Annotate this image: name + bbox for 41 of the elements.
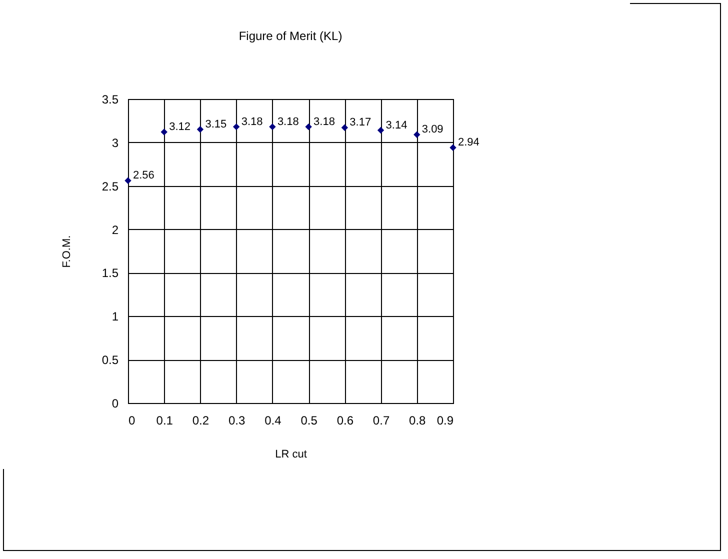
y-tick-label: 3.5 xyxy=(102,92,119,106)
data-label: 3.18 xyxy=(241,116,263,128)
x-tick-label: 0.3 xyxy=(228,414,246,428)
y-tick-label: 1 xyxy=(112,310,119,324)
data-label: 3.15 xyxy=(205,118,227,130)
point xyxy=(450,144,456,151)
point xyxy=(232,123,240,130)
x-tick-label: 0.6 xyxy=(336,414,354,428)
y-tick-label: 1.5 xyxy=(102,266,119,280)
x-tick-label: 0.8 xyxy=(409,414,426,428)
y-axis-title: F.O.M. xyxy=(60,235,73,268)
y-tick-label: 3 xyxy=(112,136,119,150)
x-tick-label: 0.4 xyxy=(264,414,282,428)
point xyxy=(196,126,204,133)
x-tick-label: 0.7 xyxy=(372,414,390,428)
point xyxy=(414,131,420,138)
x-tick-label: 0.5 xyxy=(300,414,318,428)
x-tick-label: 0.2 xyxy=(192,414,210,428)
y-tick-label: 0.5 xyxy=(102,353,119,368)
data-label: 3.14 xyxy=(386,119,408,132)
data-label: 2.56 xyxy=(133,170,154,182)
y-tick-label: 2 xyxy=(112,222,119,237)
x-axis-title: LR cut xyxy=(275,448,307,460)
x-tick-label: 0 xyxy=(128,414,136,428)
point xyxy=(341,124,348,132)
point xyxy=(305,123,312,130)
data-label: 2.94 xyxy=(458,136,480,149)
point xyxy=(377,126,384,134)
y-tick-label: 2.5 xyxy=(102,179,119,194)
data-label: 3.18 xyxy=(314,116,335,128)
data-label: 3.12 xyxy=(169,121,191,134)
data-label: 3.09 xyxy=(422,124,444,136)
x-tick-label: 0.1 xyxy=(156,414,174,428)
chart-title: Figure of Merit (KL) xyxy=(238,29,342,43)
x-tick-label: 0.9 xyxy=(436,414,454,428)
y-tick-label: 0 xyxy=(112,396,119,410)
data-label: 3.17 xyxy=(350,116,372,129)
point xyxy=(269,123,276,130)
point xyxy=(160,128,168,136)
data-label: 3.18 xyxy=(277,116,299,128)
point xyxy=(124,177,132,184)
